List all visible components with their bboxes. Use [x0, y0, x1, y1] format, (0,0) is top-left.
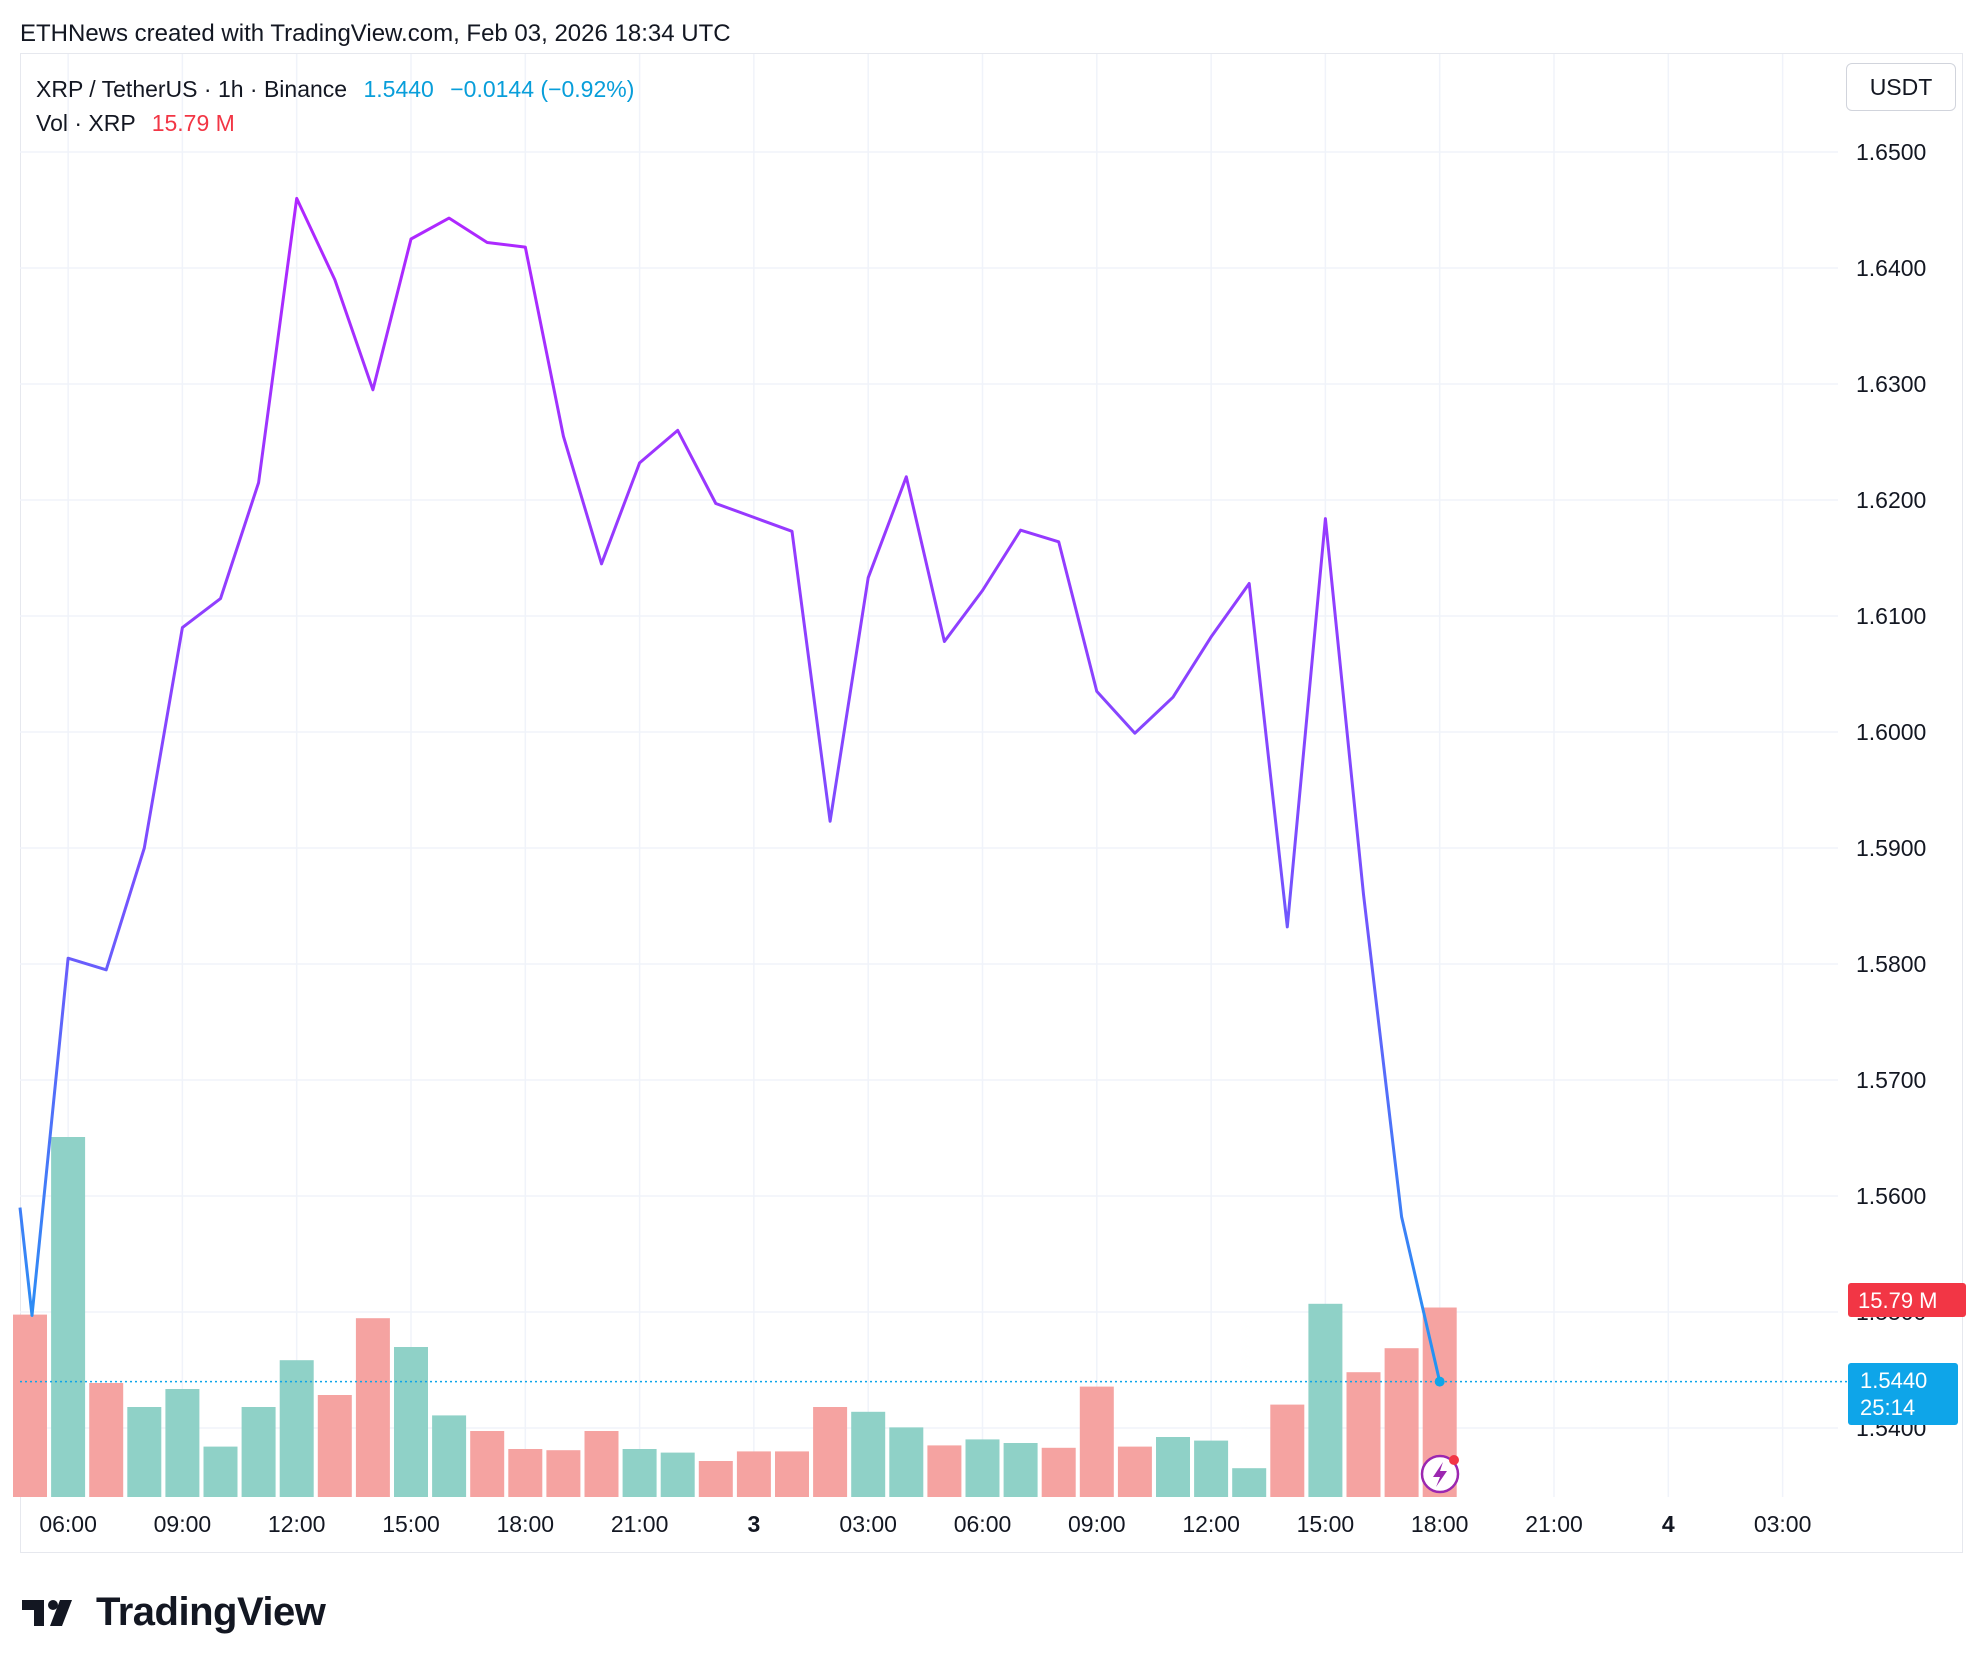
tradingview-logo-text: TradingView: [96, 1590, 326, 1634]
x-tick-label: 06:00: [39, 1511, 97, 1537]
volume-bar: [660, 1452, 695, 1497]
legend-volume-value: 15.79 M: [151, 110, 235, 136]
y-tick-label: 1.6000: [1856, 719, 1926, 745]
volume-bar: [1384, 1348, 1419, 1497]
y-tick-label: 1.5900: [1856, 835, 1926, 861]
volume-bars: [13, 1137, 1457, 1497]
y-tick-label: 1.5800: [1856, 951, 1926, 977]
x-tick-label: 03:00: [839, 1511, 897, 1537]
volume-bar: [775, 1451, 809, 1497]
legend-change: −0.0144 (−0.92%): [450, 76, 635, 102]
price-tag-value: 1.5440: [1860, 1368, 1927, 1393]
y-tick-label: 1.5700: [1856, 1067, 1926, 1093]
axis-tags: 15.79 M 1.5440 25:14: [1848, 1283, 1966, 1425]
grid-lines: [20, 54, 1838, 1497]
volume-bar: [470, 1431, 505, 1497]
volume-bar: [698, 1461, 733, 1497]
currency-button[interactable]: USDT: [1846, 63, 1956, 111]
volume-bar: [584, 1431, 619, 1497]
price-tag-bg: [1848, 1363, 1958, 1425]
y-tick-label: 1.6300: [1856, 371, 1926, 397]
volume-bar: [622, 1449, 657, 1497]
last-price-marker: [1434, 1376, 1445, 1387]
volume-bar: [203, 1446, 238, 1497]
volume-bar: [1156, 1437, 1190, 1497]
volume-bar: [851, 1411, 886, 1497]
volume-tag: 15.79 M: [1858, 1288, 1938, 1313]
volume-bar: [965, 1439, 1000, 1497]
volume-bar: [432, 1415, 467, 1497]
volume-bar: [127, 1407, 162, 1497]
x-tick-label: 15:00: [382, 1511, 440, 1537]
x-tick-label: 3: [748, 1511, 761, 1537]
volume-bar: [546, 1450, 581, 1497]
y-tick-label: 1.6100: [1856, 603, 1926, 629]
x-tick-label: 4: [1662, 1511, 1675, 1537]
x-tick-label: 09:00: [154, 1511, 212, 1537]
tradingview-logo[interactable]: TradingView: [22, 1590, 326, 1635]
x-tick-label: 03:00: [1754, 1511, 1812, 1537]
flash-alert-icon[interactable]: [1420, 1454, 1460, 1494]
time-axis[interactable]: 06:00 09:00 12:00 15:00 18:00 21:00 3 03:00 06:0…: [39, 1511, 1811, 1537]
volume-bar: [1003, 1443, 1038, 1497]
volume-bar: [13, 1314, 47, 1497]
x-tick-label: 09:00: [1068, 1511, 1126, 1537]
price-tag-countdown: 25:14: [1860, 1395, 1915, 1420]
x-tick-label: 12:00: [1182, 1511, 1240, 1537]
y-tick-label: 1.5600: [1856, 1183, 1926, 1209]
volume-bar: [889, 1427, 924, 1497]
y-tick-label: 1.6400: [1856, 255, 1926, 281]
chart-credit: ETHNews created with TradingView.com, Fe…: [20, 20, 731, 47]
volume-bar: [1194, 1440, 1229, 1497]
price-line: [18, 196, 1442, 1382]
tradingview-logo-icon: [22, 1599, 72, 1626]
volume-bar: [1232, 1468, 1267, 1497]
volume-tag-bg: [1848, 1283, 1966, 1317]
volume-bar: [317, 1395, 352, 1497]
volume-bar: [165, 1389, 200, 1497]
x-tick-label: 12:00: [268, 1511, 326, 1537]
y-tick-label: 1.6500: [1856, 139, 1926, 165]
volume-bar: [736, 1451, 771, 1497]
x-tick-label: 06:00: [954, 1511, 1012, 1537]
volume-bar: [241, 1407, 276, 1497]
legend-volume-label[interactable]: Vol · XRP: [36, 110, 136, 136]
legend-volume-row[interactable]: Vol · XRP 15.79 M: [36, 110, 235, 137]
x-tick-label: 18:00: [497, 1511, 555, 1537]
volume-bar: [1117, 1446, 1152, 1497]
x-tick-label: 15:00: [1297, 1511, 1355, 1537]
y-tick-label: 1.6200: [1856, 487, 1926, 513]
volume-bar: [1308, 1303, 1343, 1497]
volume-bar: [89, 1383, 124, 1497]
volume-bar: [813, 1407, 848, 1497]
volume-bar: [508, 1449, 543, 1497]
chart-frame: [20, 53, 1963, 1553]
x-tick-label: 21:00: [1525, 1511, 1583, 1537]
volume-bar: [1346, 1372, 1381, 1497]
legend-price: 1.5440: [363, 76, 434, 102]
legend-symbol[interactable]: XRP / TetherUS · 1h · Binance: [36, 76, 348, 102]
price-line-series: [18, 196, 1848, 1387]
volume-bar: [355, 1318, 390, 1497]
volume-bar: [1041, 1447, 1076, 1497]
volume-bar: [394, 1347, 428, 1497]
volume-bar: [279, 1360, 314, 1497]
volume-bar: [51, 1137, 86, 1497]
x-tick-label: 18:00: [1411, 1511, 1469, 1537]
price-axis[interactable]: 1.6500 1.6400 1.6300 1.6200 1.6100 1.6000 1.59…: [1856, 139, 1926, 1441]
volume-bar: [927, 1445, 962, 1497]
x-tick-label: 21:00: [611, 1511, 669, 1537]
legend-symbol-row[interactable]: XRP / TetherUS · 1h · Binance 1.5440 −0.…: [36, 76, 634, 103]
volume-bar: [1079, 1386, 1114, 1497]
volume-bar: [1270, 1404, 1305, 1497]
